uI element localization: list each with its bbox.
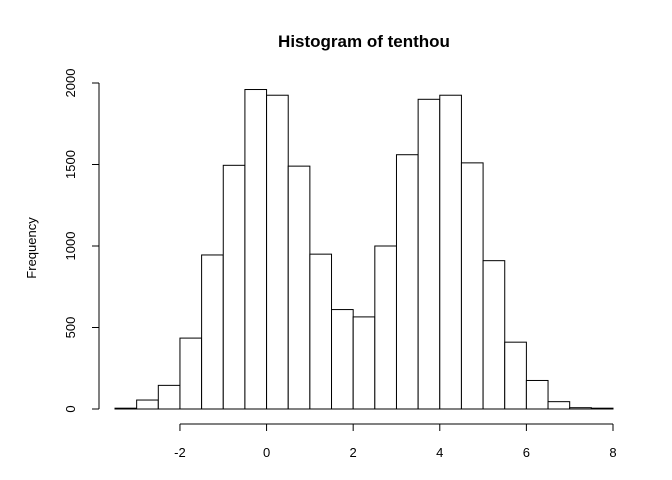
x-tick-label: 4 bbox=[436, 445, 443, 460]
histogram-bar bbox=[136, 399, 159, 410]
histogram-bar bbox=[374, 245, 397, 410]
histogram-bar bbox=[331, 309, 354, 410]
histogram-bar bbox=[417, 98, 441, 410]
x-tick-label: 2 bbox=[350, 445, 357, 460]
y-tick-label: 0 bbox=[63, 405, 78, 412]
histogram-bar bbox=[482, 260, 506, 410]
histogram-bar bbox=[222, 164, 246, 410]
histogram-bar bbox=[395, 154, 419, 410]
bars-group bbox=[114, 89, 614, 410]
x-tick-label: 0 bbox=[263, 445, 270, 460]
histogram-bar bbox=[504, 341, 527, 410]
x-tick-label: -2 bbox=[174, 445, 186, 460]
histogram-bar bbox=[547, 401, 571, 410]
histogram-bar bbox=[460, 162, 484, 410]
histogram-bar bbox=[352, 316, 376, 410]
histogram-bar bbox=[266, 94, 289, 410]
y-tick-label: 1000 bbox=[63, 232, 78, 261]
histogram-bar bbox=[309, 253, 333, 410]
y-axis-label: Frequency bbox=[24, 217, 39, 279]
histogram-bar bbox=[114, 407, 138, 410]
histogram-bar bbox=[179, 337, 203, 410]
histogram-bar bbox=[157, 384, 181, 410]
y-axis: 0 500 1000 1500 2000 bbox=[63, 69, 100, 413]
histogram-bar bbox=[439, 94, 462, 410]
histogram-bar bbox=[590, 407, 614, 410]
histogram-bar bbox=[244, 89, 268, 410]
x-axis: -2 0 2 4 6 8 bbox=[174, 423, 617, 460]
y-tick-label: 1500 bbox=[63, 150, 78, 179]
y-tick-label: 2000 bbox=[63, 69, 78, 98]
chart-title: Histogram of tenthou bbox=[278, 32, 450, 51]
histogram-bar bbox=[525, 379, 549, 410]
histogram-bar bbox=[201, 254, 224, 410]
histogram-bar bbox=[287, 165, 311, 410]
y-tick-label: 500 bbox=[63, 317, 78, 339]
x-tick-label: 8 bbox=[609, 445, 616, 460]
histogram-bar bbox=[569, 407, 592, 410]
x-tick-label: 6 bbox=[523, 445, 530, 460]
